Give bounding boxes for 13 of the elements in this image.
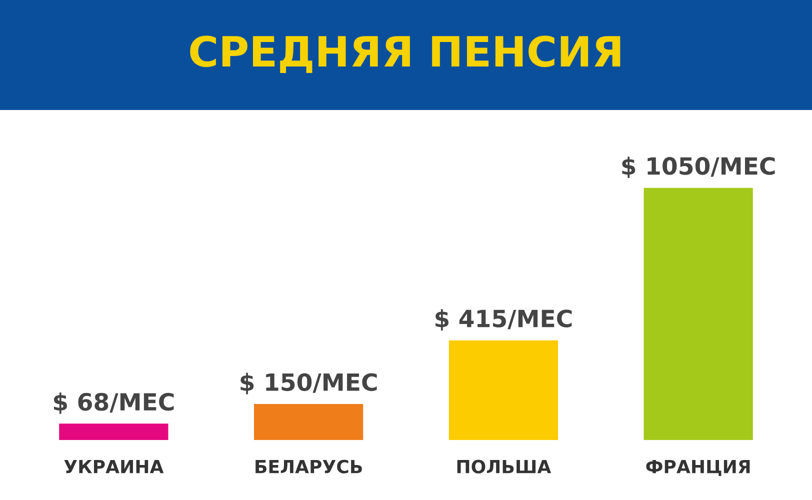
bar xyxy=(254,404,364,440)
data-label: $ 1050/МЕС xyxy=(622,156,775,178)
x-tick-label: ПОЛЬША xyxy=(457,460,552,474)
bar xyxy=(644,188,753,440)
data-label: $ 68/МЕС xyxy=(54,392,174,414)
bar xyxy=(448,340,558,440)
bar xyxy=(59,424,168,440)
data-label: $ 150/МЕС xyxy=(240,372,377,394)
data-label: $ 415/МЕС xyxy=(436,309,572,331)
x-tick-label: БЕЛАРУСЬ xyxy=(256,460,362,474)
x-tick-label: ФРАНЦИЯ xyxy=(646,460,750,476)
x-tick-label: УКРАИНА xyxy=(64,460,164,474)
chart-title: СРЕДНЯЯ ПЕНСИЯ xyxy=(190,36,620,74)
